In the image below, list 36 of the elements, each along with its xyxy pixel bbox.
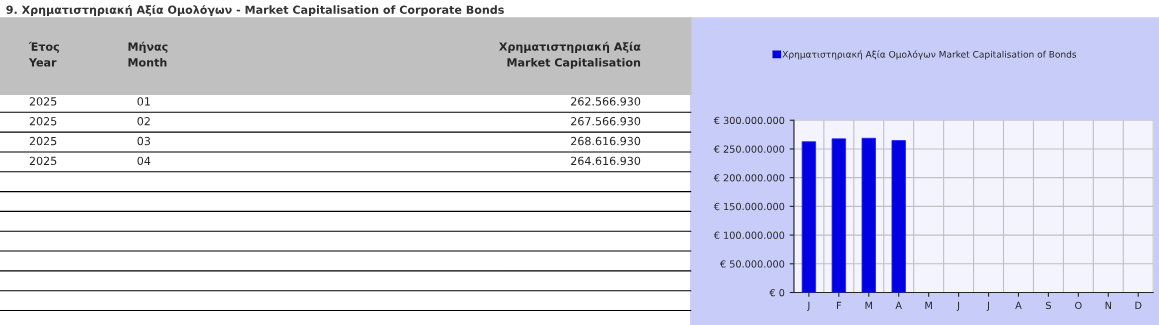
x-tick-label: J bbox=[986, 301, 990, 311]
x-tick-label: M bbox=[865, 301, 873, 309]
text: Χρηματιστηριακή Αξία Market Capitalisation bbox=[499, 41, 641, 69]
legend-label: Χρηματιστηριακή Αξία Ομολόγων Market Capitalisation of Bonds bbox=[782, 50, 1077, 60]
text: Έτος Year bbox=[28, 41, 59, 67]
text: 2025 bbox=[29, 136, 57, 146]
x-tick-label: A bbox=[895, 301, 902, 309]
text: 264.616.930 bbox=[571, 156, 641, 166]
text: 268.616.930 bbox=[571, 136, 641, 146]
text: 267.566.930 bbox=[571, 117, 641, 126]
y-tick-label: € 50.000.000 bbox=[719, 260, 785, 268]
x-tick-label: M bbox=[925, 301, 932, 309]
x-tick-label: O bbox=[1075, 301, 1082, 310]
text: 04 bbox=[137, 156, 151, 166]
x-tick-label: A bbox=[1015, 301, 1022, 309]
text: 01 bbox=[137, 97, 150, 106]
x-tick-label: S bbox=[1045, 301, 1051, 310]
text: 02 bbox=[137, 117, 150, 126]
x-tick-label: D bbox=[1135, 301, 1142, 309]
y-tick-label: € 150.000.000 bbox=[713, 202, 785, 211]
y-tick-label: € 250.000.000 bbox=[713, 145, 785, 153]
text: 262.566.930 bbox=[571, 97, 641, 106]
text: 9. Χρηματιστηριακή Αξία Ομολόγων - Market Capitalisation of Corporate Bonds bbox=[6, 4, 504, 17]
x-tick-label: J bbox=[956, 301, 960, 311]
x-tick-label: F bbox=[836, 301, 842, 309]
x-tick-label: N bbox=[1105, 301, 1111, 309]
text: 03 bbox=[137, 136, 151, 146]
x-tick-label: J bbox=[806, 301, 810, 311]
y-tick-label: € 0 bbox=[769, 288, 785, 297]
y-tick-label: € 200.000.000 bbox=[713, 174, 785, 182]
text: 2025 bbox=[29, 97, 57, 106]
text: Μήνας Month bbox=[128, 41, 168, 67]
y-tick-label: € 300.000.000 bbox=[713, 116, 785, 125]
text: 2025 bbox=[29, 156, 57, 166]
text: 2025 bbox=[29, 117, 57, 126]
y-tick-label: € 100.000.000 bbox=[713, 231, 785, 239]
